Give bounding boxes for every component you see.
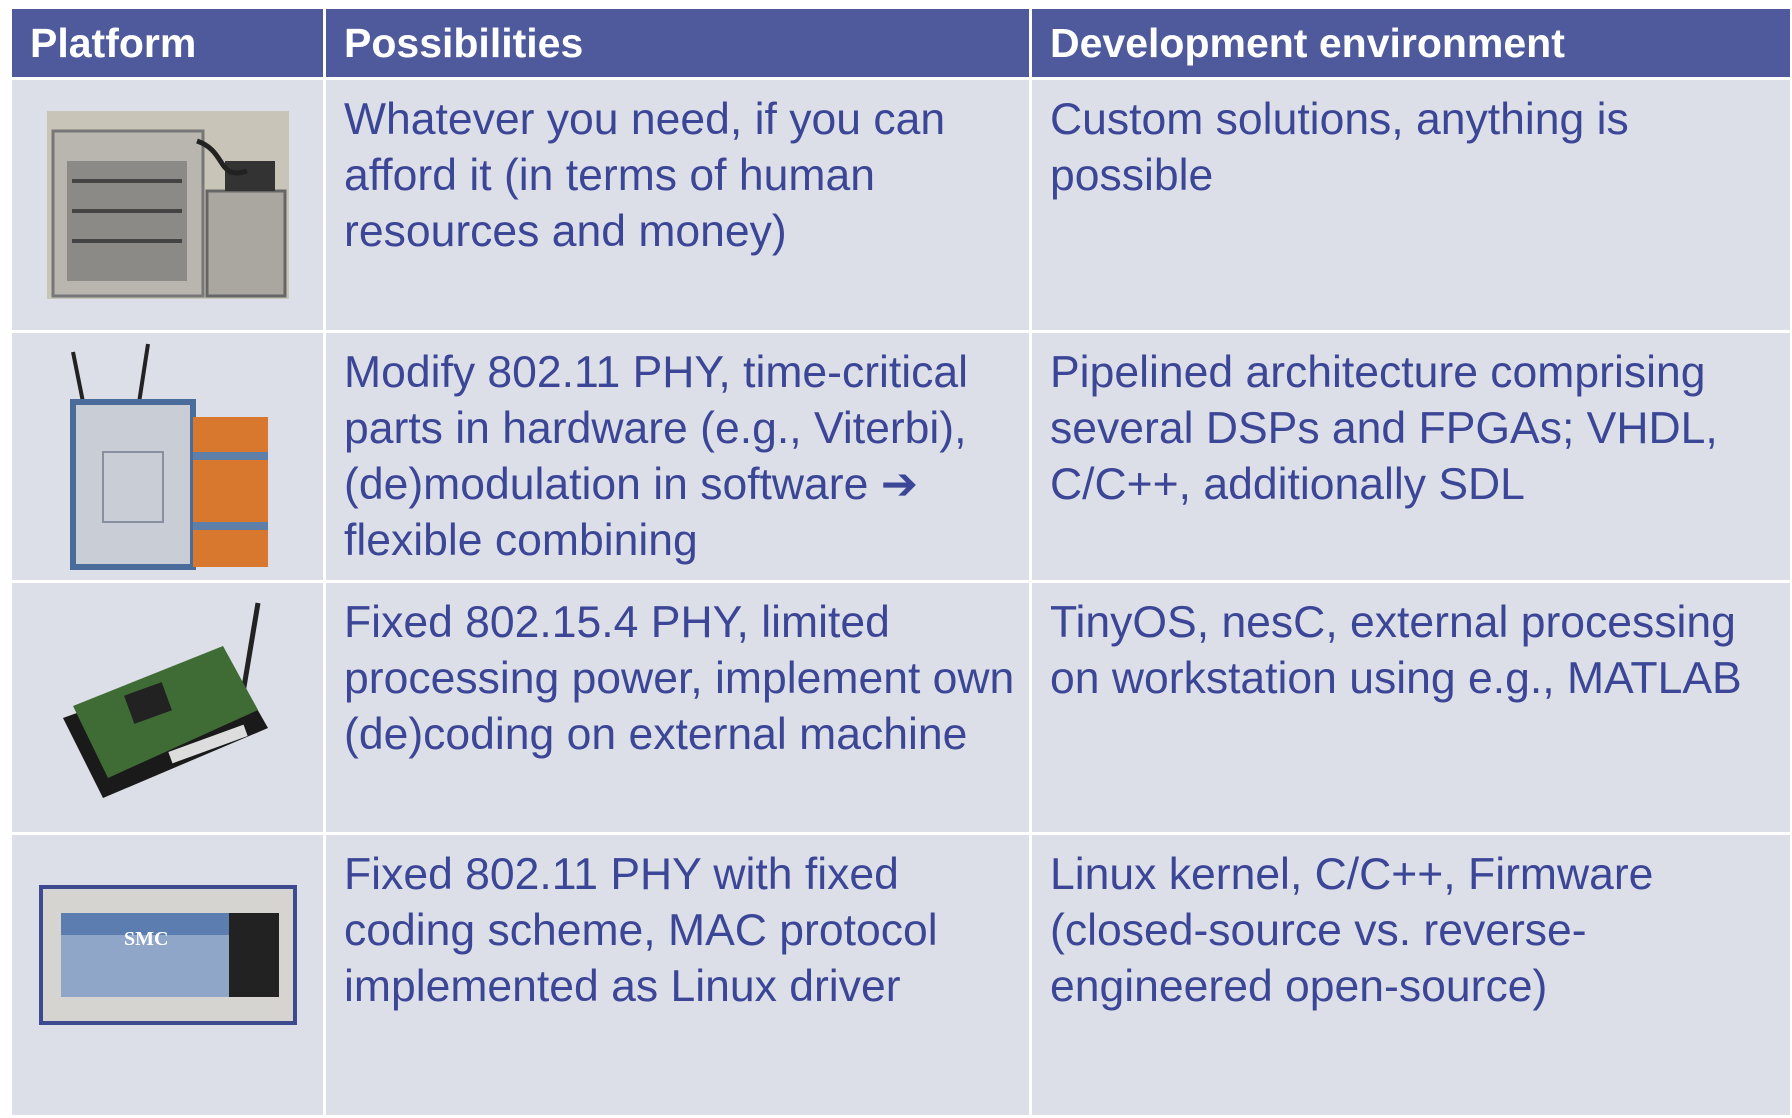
row: SMC Fixed 802.11 PHY with fixed coding s… <box>9 832 1792 1118</box>
row: Whatever you need, if you can afford it … <box>9 77 1792 333</box>
rack-photo <box>46 111 289 299</box>
possibilities-cell: Whatever you need, if you can afford it … <box>323 77 1032 333</box>
possibilities-cell: Fixed 802.11 PHY with fixed coding schem… <box>323 832 1032 1118</box>
platform-image <box>9 580 326 835</box>
svg-text:SMC: SMC <box>124 928 168 950</box>
header-cell: Development environment <box>1029 6 1792 80</box>
platform-image: SMC <box>9 832 326 1118</box>
environment-cell: Pipelined architecture comprising severa… <box>1029 330 1792 583</box>
header-cell: Platform <box>9 6 326 80</box>
page: {"table": { "header": ["Platform", "Poss… <box>9 6 1792 1118</box>
possibilities-cell: Fixed 802.15.4 PHY, limited processing p… <box>323 580 1032 835</box>
row: Modify 802.11 PHY, time-critical parts i… <box>9 330 1792 583</box>
environment-cell: TinyOS, nesC, external processing on wor… <box>1029 580 1792 835</box>
environment-cell: Custom solutions, anything is possible <box>1029 77 1792 333</box>
environment-cell: Linux kernel, C/C++, Firmware (closed-so… <box>1029 832 1792 1118</box>
header-cell: Possibilities <box>323 6 1032 80</box>
platform-image <box>9 77 326 333</box>
row: Fixed 802.15.4 PHY, limited processing p… <box>9 580 1792 835</box>
platform-table: Platform Possibilities Development envir… <box>9 6 1792 1118</box>
sdr-box-photo <box>69 343 268 570</box>
sensor-node-photo <box>62 602 268 798</box>
wlan-card-photo: SMC <box>38 885 297 1025</box>
header-row: Platform Possibilities Development envir… <box>9 6 1792 80</box>
possibilities-cell: Modify 802.11 PHY, time-critical parts i… <box>323 330 1032 583</box>
platform-image <box>9 330 326 583</box>
